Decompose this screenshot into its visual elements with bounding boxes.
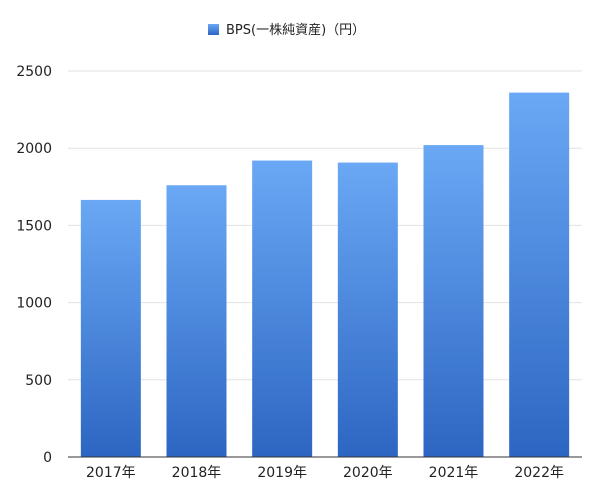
grid-lines (68, 70, 582, 381)
x-tick-label: 2018年 (172, 465, 222, 481)
y-axis-tick-labels: 0 500 1000 1500 2000 2500 (16, 64, 52, 466)
legend: BPS(一株純資産)（円） (208, 22, 365, 38)
x-tick-label: 2022年 (514, 465, 564, 481)
x-tick-label: 2020年 (343, 465, 393, 481)
bars (80, 92, 570, 458)
legend-swatch (208, 24, 219, 35)
bar (252, 160, 313, 457)
x-tick-label: 2017年 (86, 465, 136, 481)
x-axis-tick-labels: 2017年 2018年 2019年 2020年 2021年 2022年 (86, 465, 564, 481)
x-tick-label: 2021年 (429, 465, 479, 481)
bar (80, 199, 141, 457)
y-tick-label: 2500 (16, 64, 52, 80)
bar (509, 92, 570, 457)
y-tick-label: 500 (25, 373, 52, 389)
y-tick-label: 1000 (16, 296, 52, 312)
bar (337, 162, 398, 457)
bar (166, 185, 227, 458)
bar (423, 145, 484, 457)
y-tick-label: 0 (43, 450, 52, 466)
x-tick-label: 2019年 (257, 465, 307, 481)
y-tick-label: 1500 (16, 218, 52, 234)
legend-label: BPS(一株純資産)（円） (226, 22, 365, 38)
y-tick-label: 2000 (16, 141, 52, 157)
